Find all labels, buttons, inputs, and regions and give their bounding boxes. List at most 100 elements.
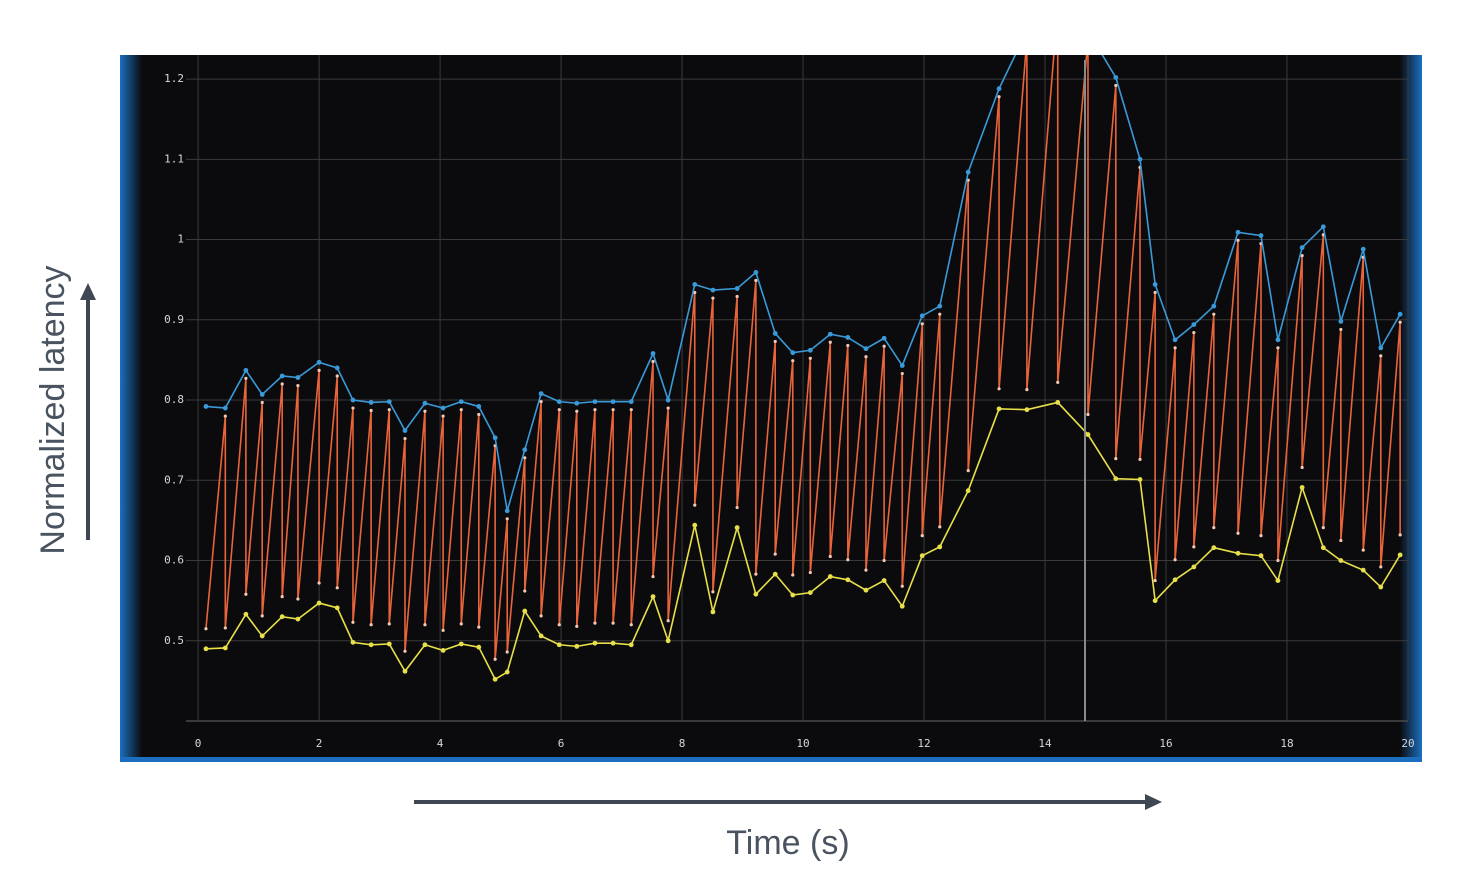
x-tick-label: 2 (316, 737, 323, 750)
data-point (458, 641, 464, 647)
data-point (828, 340, 832, 344)
data-point (279, 373, 285, 379)
data-point (557, 408, 561, 412)
data-point (505, 517, 509, 521)
data-point (1024, 29, 1029, 34)
data-point (1361, 548, 1365, 552)
data-point (881, 578, 887, 583)
data-point (403, 649, 407, 653)
data-point (556, 399, 562, 405)
y-tick-label: 0.8 (164, 393, 184, 406)
data-point (335, 586, 339, 590)
data-point (881, 335, 887, 341)
data-point (1236, 531, 1240, 535)
data-point (997, 95, 1001, 99)
data-point (423, 409, 427, 413)
data-point (827, 574, 833, 579)
data-point (350, 639, 356, 645)
data-point (316, 359, 322, 365)
data-point (368, 642, 374, 648)
data-point (1114, 83, 1118, 88)
data-point (504, 669, 510, 675)
data-point (574, 400, 580, 406)
data-point (296, 383, 300, 388)
data-point (1276, 558, 1280, 563)
data-point (1258, 233, 1264, 238)
data-point (1235, 229, 1241, 235)
data-point (1152, 282, 1158, 287)
data-point (790, 350, 796, 356)
data-point (403, 436, 407, 441)
x-tick-label: 12 (917, 737, 930, 750)
data-point (1172, 337, 1178, 343)
x-tick-label: 8 (679, 737, 686, 750)
data-point (523, 589, 527, 593)
data-point (1360, 567, 1366, 573)
ticks: 0.5 0.6 0.7 0.8 0.9 1 1.1 1.2 0 2 4 6 8 10 12 14 16 18 20 (164, 72, 1415, 750)
data-point (710, 609, 716, 615)
data-point (937, 544, 943, 550)
data-point (422, 642, 428, 648)
data-point (1398, 320, 1402, 324)
data-point (538, 633, 544, 639)
data-point (846, 343, 850, 348)
data-point (791, 359, 795, 363)
data-point (693, 290, 697, 295)
data-point (441, 414, 445, 418)
data-point (920, 534, 924, 538)
data-point (295, 375, 301, 380)
panel-edge (120, 55, 142, 762)
data-point (1173, 346, 1177, 350)
data-point (1025, 37, 1028, 40)
data-point (592, 640, 598, 646)
x-arrow-head (1145, 794, 1162, 810)
data-point (244, 376, 248, 380)
data-point (557, 623, 561, 627)
data-point (1137, 156, 1143, 162)
data-point (386, 399, 392, 405)
data-point (996, 86, 1002, 92)
data-point (754, 572, 758, 576)
x-tick-label: 0 (195, 737, 202, 750)
data-point (1191, 564, 1197, 570)
data-point (1055, 0, 1060, 1)
data-point (1397, 552, 1403, 558)
data-point (735, 505, 739, 510)
data-point (666, 619, 670, 623)
data-point (1258, 553, 1264, 559)
data-point (773, 552, 777, 556)
data-point (1192, 331, 1196, 335)
x-tick-label: 10 (796, 737, 809, 750)
y-arrow-head (80, 283, 96, 300)
data-point (693, 503, 697, 507)
data-point (650, 351, 656, 356)
data-point (477, 412, 481, 417)
data-point (863, 346, 869, 352)
data-point (966, 469, 970, 473)
data-point (1086, 37, 1089, 40)
data-point (317, 581, 321, 585)
data-point (807, 590, 813, 596)
data-point (223, 626, 227, 630)
data-point (710, 287, 716, 293)
data-point (493, 657, 497, 661)
data-point (1300, 465, 1304, 470)
data-point (203, 404, 209, 409)
data-point (1360, 246, 1366, 252)
data-point (259, 633, 265, 639)
data-point (222, 405, 228, 411)
data-point (610, 399, 616, 405)
data-point (711, 296, 715, 300)
data-point (440, 647, 446, 653)
data-point (965, 488, 971, 494)
data-point (629, 408, 633, 412)
data-point (845, 335, 851, 340)
data-point (350, 397, 356, 403)
data-point (575, 409, 579, 413)
data-point (791, 573, 795, 577)
y-tick-label: 0.5 (164, 634, 184, 647)
data-point (492, 676, 498, 682)
data-point (827, 331, 833, 337)
data-point (845, 577, 851, 583)
